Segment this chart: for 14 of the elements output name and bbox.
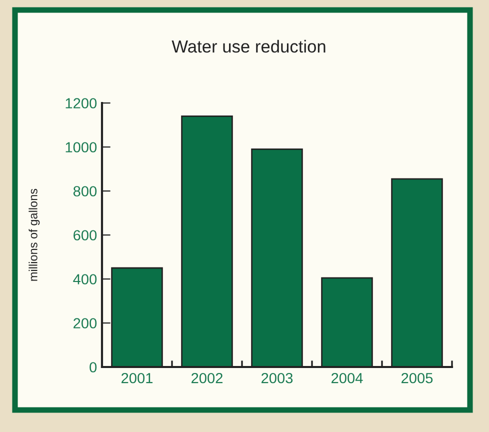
x-tick-label: 2004	[332, 372, 363, 384]
x-tick-label: 2002	[192, 372, 222, 384]
x-tick-label: 2003	[262, 372, 293, 384]
y-tick-label: 600	[74, 230, 97, 240]
x-tick-label: 2001	[122, 372, 153, 384]
x-tick-label: 2005	[402, 372, 433, 384]
y-tick-label: 200	[74, 318, 97, 328]
y-tick-label: 1000	[66, 142, 97, 152]
y-tick-label: 0	[90, 362, 97, 372]
y-tick-label: 400	[73, 274, 97, 284]
y-tick-label: 800	[73, 186, 97, 196]
y-tick-label: 1200	[66, 98, 97, 108]
chart-title: Water use reduction	[172, 40, 326, 53]
y-axis-title: millions of gallons	[28, 188, 40, 281]
